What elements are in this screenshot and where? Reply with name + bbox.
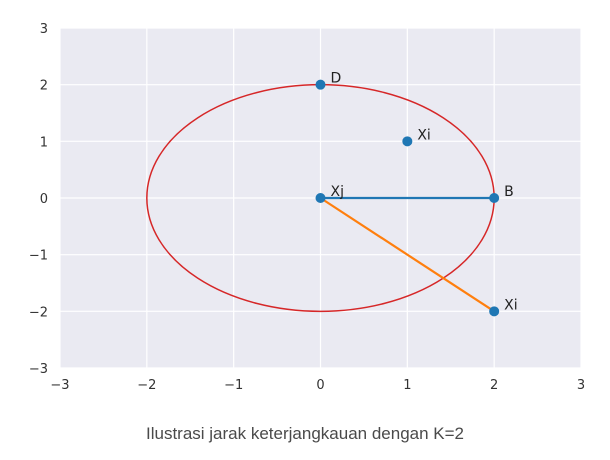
chart: −3 −2 −1 0 1 2 3 −3 −2 −1 0 1 2 3 D Xi Xj B Xi (29, 22, 585, 393)
y-tick-label: −3 (29, 362, 48, 377)
data-point (489, 193, 500, 203)
x-tick-label: 0 (316, 378, 324, 393)
y-tick-label: 1 (40, 135, 48, 150)
y-tick-label: −2 (29, 305, 48, 320)
data-points: D Xi Xj B Xi (315, 71, 518, 317)
tick-labels: −3 −2 −1 0 1 2 3 −3 −2 −1 0 1 2 3 (29, 22, 585, 393)
y-tick-label: 3 (40, 22, 48, 37)
y-tick-label: −1 (29, 249, 48, 264)
data-point (489, 306, 500, 317)
point-label: Xi (504, 297, 517, 313)
data-point (315, 79, 326, 90)
x-tick-label: 3 (577, 378, 585, 393)
x-tick-label: −3 (50, 378, 69, 393)
point-label: Xj (331, 184, 344, 200)
point-label: Xi (417, 127, 430, 143)
data-point (402, 136, 413, 147)
y-tick-label: 2 (40, 79, 48, 94)
y-tick-label: 0 (40, 192, 48, 207)
x-tick-label: 1 (403, 378, 411, 393)
x-tick-label: −2 (137, 378, 156, 393)
figure-caption: Ilustrasi jarak keterjangkauan dengan K=… (145, 424, 464, 443)
data-point (315, 193, 326, 203)
point-label: B (504, 184, 514, 200)
distance-segment (319, 197, 495, 313)
point-label: D (331, 71, 342, 87)
x-tick-label: 2 (490, 378, 498, 393)
x-tick-label: −1 (224, 378, 243, 393)
